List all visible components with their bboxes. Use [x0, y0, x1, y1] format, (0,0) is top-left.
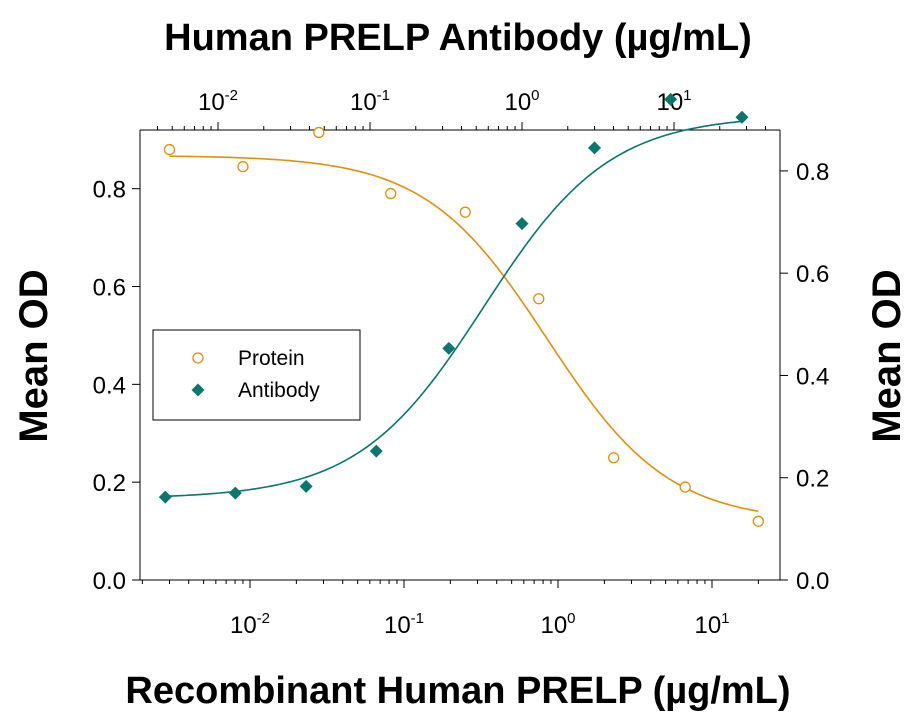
axes: 10-210-110010110-210-11001010.00.20.40.6…: [93, 87, 830, 639]
protein-fit-curve: [169, 155, 759, 513]
protein-point: [163, 143, 176, 156]
legend: Protein Antibody: [152, 329, 361, 421]
protein-point: [608, 452, 620, 464]
legend-box: [152, 329, 361, 421]
bottom-tick-label: 10-2: [230, 610, 270, 639]
top-tick-label: 10-1: [350, 87, 390, 116]
protein-point: [237, 161, 249, 173]
bottom-axis-title: Recombinant Human PRELP (µg/mL): [125, 670, 790, 712]
right-tick-label: 0.6: [796, 261, 829, 288]
antibody-point: [664, 92, 678, 106]
left-tick-label: 0.6: [93, 275, 126, 302]
left-axis-title: Mean OD: [12, 269, 56, 442]
antibody-point: [299, 479, 313, 493]
legend-protein-marker: [192, 352, 204, 364]
right-tick-label: 0.0: [796, 568, 829, 595]
protein-point: [752, 515, 765, 527]
left-tick-label: 0.4: [93, 372, 126, 399]
antibody-point: [369, 444, 383, 458]
antibody-point: [228, 486, 242, 500]
protein-point: [385, 187, 397, 200]
legend-label: Protein: [238, 347, 305, 370]
fit-curves: [165, 120, 759, 513]
bottom-tick-label: 100: [540, 610, 575, 639]
legend-label: Antibody: [238, 379, 320, 402]
antibody-fit-curve: [165, 120, 743, 498]
top-tick-label: 100: [504, 87, 539, 116]
left-tick-label: 0.2: [93, 470, 126, 497]
antibody-point: [588, 141, 602, 155]
left-tick-label: 0.0: [93, 568, 126, 595]
data-points: [158, 92, 765, 527]
protein-point: [459, 206, 471, 218]
protein-point: [313, 126, 325, 139]
right-tick-label: 0.4: [796, 363, 829, 390]
antibody-point: [735, 110, 749, 124]
protein-point: [679, 481, 691, 493]
top-tick-label: 10-2: [198, 87, 238, 116]
right-tick-label: 0.8: [796, 159, 829, 186]
top-axis-title: Human PRELP Antibody (µg/mL): [164, 17, 752, 59]
left-tick-label: 0.8: [93, 177, 126, 204]
bottom-tick-label: 101: [694, 610, 729, 639]
antibody-point: [158, 490, 172, 504]
protein-point: [533, 293, 545, 305]
right-tick-label: 0.2: [796, 466, 829, 493]
right-axis-title: Mean OD: [865, 269, 909, 442]
legend-antibody-marker: [191, 383, 205, 397]
antibody-point: [442, 341, 456, 355]
bottom-tick-label: 10-1: [384, 610, 424, 639]
antibody-point: [515, 217, 529, 231]
